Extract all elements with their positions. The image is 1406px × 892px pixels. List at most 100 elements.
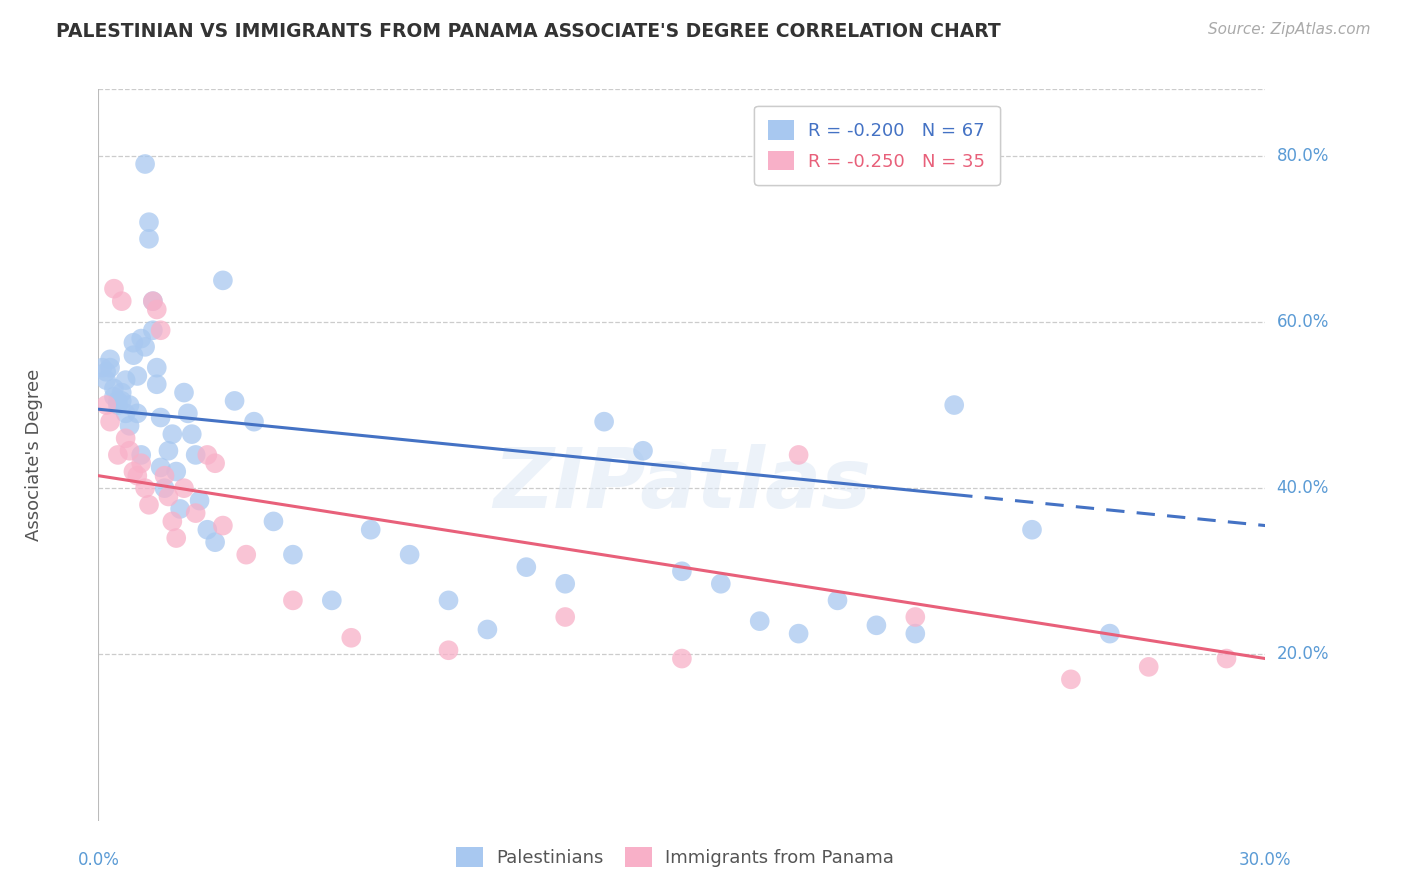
Point xyxy=(477,623,499,637)
Point xyxy=(127,406,149,420)
Point xyxy=(142,294,165,309)
Point xyxy=(103,381,125,395)
Text: 30.0%: 30.0% xyxy=(1239,851,1292,869)
Point xyxy=(129,456,152,470)
Point xyxy=(107,398,129,412)
Text: 60.0%: 60.0% xyxy=(1277,313,1329,331)
Point xyxy=(114,373,136,387)
Point xyxy=(437,593,460,607)
Text: 0.0%: 0.0% xyxy=(77,851,120,869)
Point xyxy=(118,398,141,412)
Point xyxy=(671,564,693,578)
Point xyxy=(138,498,160,512)
Point xyxy=(173,385,195,400)
Point xyxy=(114,406,136,420)
Point xyxy=(904,610,927,624)
Text: 40.0%: 40.0% xyxy=(1277,479,1329,497)
Point xyxy=(146,377,169,392)
Point xyxy=(111,385,134,400)
Point xyxy=(134,481,156,495)
Legend: Palestinians, Immigrants from Panama: Palestinians, Immigrants from Panama xyxy=(449,839,901,874)
Point xyxy=(554,576,576,591)
Point xyxy=(212,518,235,533)
Point xyxy=(1060,673,1083,687)
Text: 20.0%: 20.0% xyxy=(1277,646,1329,664)
Point xyxy=(149,323,172,337)
Point xyxy=(865,618,887,632)
Point xyxy=(180,427,202,442)
Point xyxy=(593,415,616,429)
Point xyxy=(748,614,770,628)
Point xyxy=(107,448,129,462)
Point xyxy=(1215,651,1237,665)
Point xyxy=(195,448,218,462)
Point xyxy=(235,548,257,562)
Point xyxy=(243,415,266,429)
Point xyxy=(204,456,226,470)
Point xyxy=(165,465,187,479)
Text: Associate's Degree: Associate's Degree xyxy=(25,368,44,541)
Point xyxy=(177,406,200,420)
Point xyxy=(671,651,693,665)
Point xyxy=(134,340,156,354)
Point xyxy=(122,465,145,479)
Point xyxy=(142,323,165,337)
Point xyxy=(127,468,149,483)
Point xyxy=(122,348,145,362)
Point xyxy=(98,415,121,429)
Point xyxy=(360,523,382,537)
Point xyxy=(212,273,235,287)
Legend: R = -0.200   N = 67, R = -0.250   N = 35: R = -0.200 N = 67, R = -0.250 N = 35 xyxy=(754,105,1000,185)
Point xyxy=(554,610,576,624)
Point xyxy=(146,360,169,375)
Point xyxy=(162,515,184,529)
Point xyxy=(153,481,176,495)
Point xyxy=(96,373,118,387)
Point xyxy=(1137,660,1160,674)
Text: ZIPatlas: ZIPatlas xyxy=(494,443,870,524)
Point xyxy=(134,157,156,171)
Point xyxy=(184,506,207,520)
Point xyxy=(184,448,207,462)
Point xyxy=(165,531,187,545)
Point xyxy=(127,368,149,383)
Point xyxy=(398,548,420,562)
Point xyxy=(103,282,125,296)
Point xyxy=(129,448,152,462)
Point xyxy=(1021,523,1043,537)
Point xyxy=(157,490,180,504)
Point xyxy=(118,443,141,458)
Point xyxy=(827,593,849,607)
Point xyxy=(943,398,966,412)
Point xyxy=(96,365,118,379)
Point xyxy=(710,576,733,591)
Point xyxy=(515,560,537,574)
Point xyxy=(146,302,169,317)
Point xyxy=(437,643,460,657)
Point xyxy=(157,443,180,458)
Point xyxy=(173,481,195,495)
Text: 80.0%: 80.0% xyxy=(1277,146,1329,165)
Point xyxy=(321,593,343,607)
Point xyxy=(111,294,134,309)
Point xyxy=(195,523,218,537)
Point xyxy=(281,593,304,607)
Point xyxy=(107,393,129,408)
Text: PALESTINIAN VS IMMIGRANTS FROM PANAMA ASSOCIATE'S DEGREE CORRELATION CHART: PALESTINIAN VS IMMIGRANTS FROM PANAMA AS… xyxy=(56,22,1001,41)
Point xyxy=(787,626,810,640)
Point xyxy=(98,360,121,375)
Point xyxy=(340,631,363,645)
Point xyxy=(1098,626,1121,640)
Point xyxy=(224,393,246,408)
Point xyxy=(281,548,304,562)
Point xyxy=(138,232,160,246)
Point xyxy=(149,460,172,475)
Point xyxy=(904,626,927,640)
Text: Source: ZipAtlas.com: Source: ZipAtlas.com xyxy=(1208,22,1371,37)
Point xyxy=(153,468,176,483)
Point xyxy=(91,360,114,375)
Point xyxy=(96,398,118,412)
Point xyxy=(162,427,184,442)
Point xyxy=(103,390,125,404)
Point xyxy=(122,335,145,350)
